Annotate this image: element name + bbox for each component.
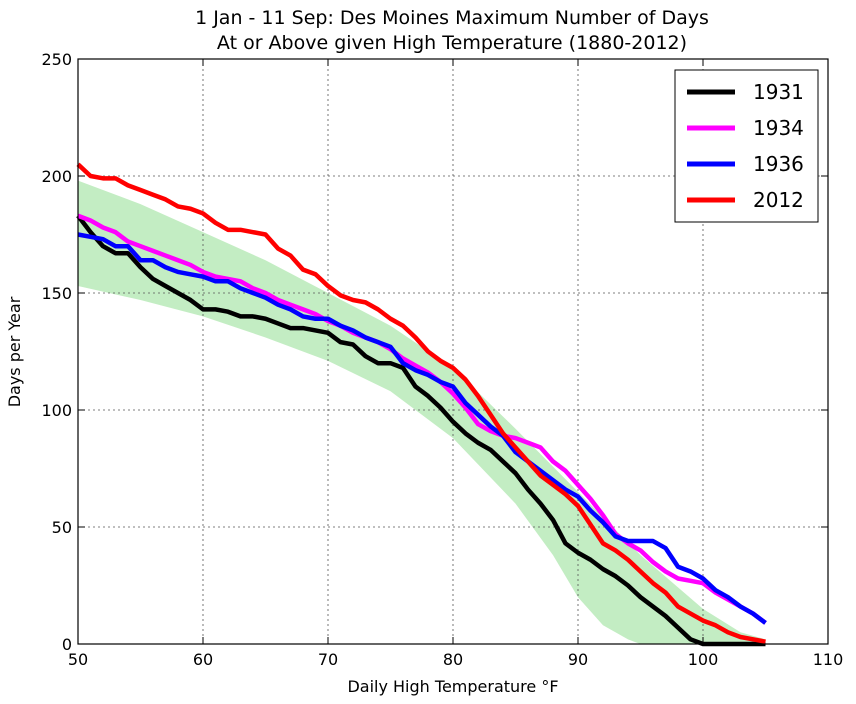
x-tick-label: 80 [443, 650, 463, 669]
x-tick-label: 50 [68, 650, 88, 669]
chart-title: 1 Jan - 11 Sep: Des Moines Maximum Numbe… [195, 7, 709, 29]
series-layer [76, 162, 767, 647]
x-axis-label: Daily High Temperature °F [347, 677, 558, 696]
series-line-1931 [76, 214, 766, 647]
y-tick-label: 100 [41, 401, 72, 420]
legend-label-2012: 2012 [753, 188, 804, 212]
range-band [78, 180, 766, 644]
series-line-1934 [77, 213, 767, 625]
x-tick-label: 60 [193, 650, 213, 669]
x-tick-label: 70 [318, 650, 338, 669]
legend-box [674, 69, 819, 223]
series-line-2012 [76, 162, 766, 644]
legend-label-1931: 1931 [753, 80, 804, 104]
x-tick-label: 90 [568, 650, 588, 669]
y-tick-label: 150 [41, 284, 72, 303]
chart-subtitle: At or Above given High Temperature (1880… [217, 32, 687, 54]
x-tick-label: 110 [813, 650, 844, 669]
legend: 1931 1934 1936 2012 [674, 69, 819, 223]
y-axis-label: Days per Year [5, 296, 24, 407]
y-tick-label: 0 [62, 635, 72, 654]
range-band-fill [78, 180, 766, 644]
y-tick-label: 50 [52, 518, 72, 537]
legend-label-1934: 1934 [753, 116, 804, 140]
y-tick-label: 200 [41, 167, 72, 186]
legend-label-1936: 1936 [753, 152, 804, 176]
x-tick-label: 100 [688, 650, 719, 669]
y-tick-label: 250 [41, 50, 72, 69]
series-line-1936 [77, 232, 767, 625]
